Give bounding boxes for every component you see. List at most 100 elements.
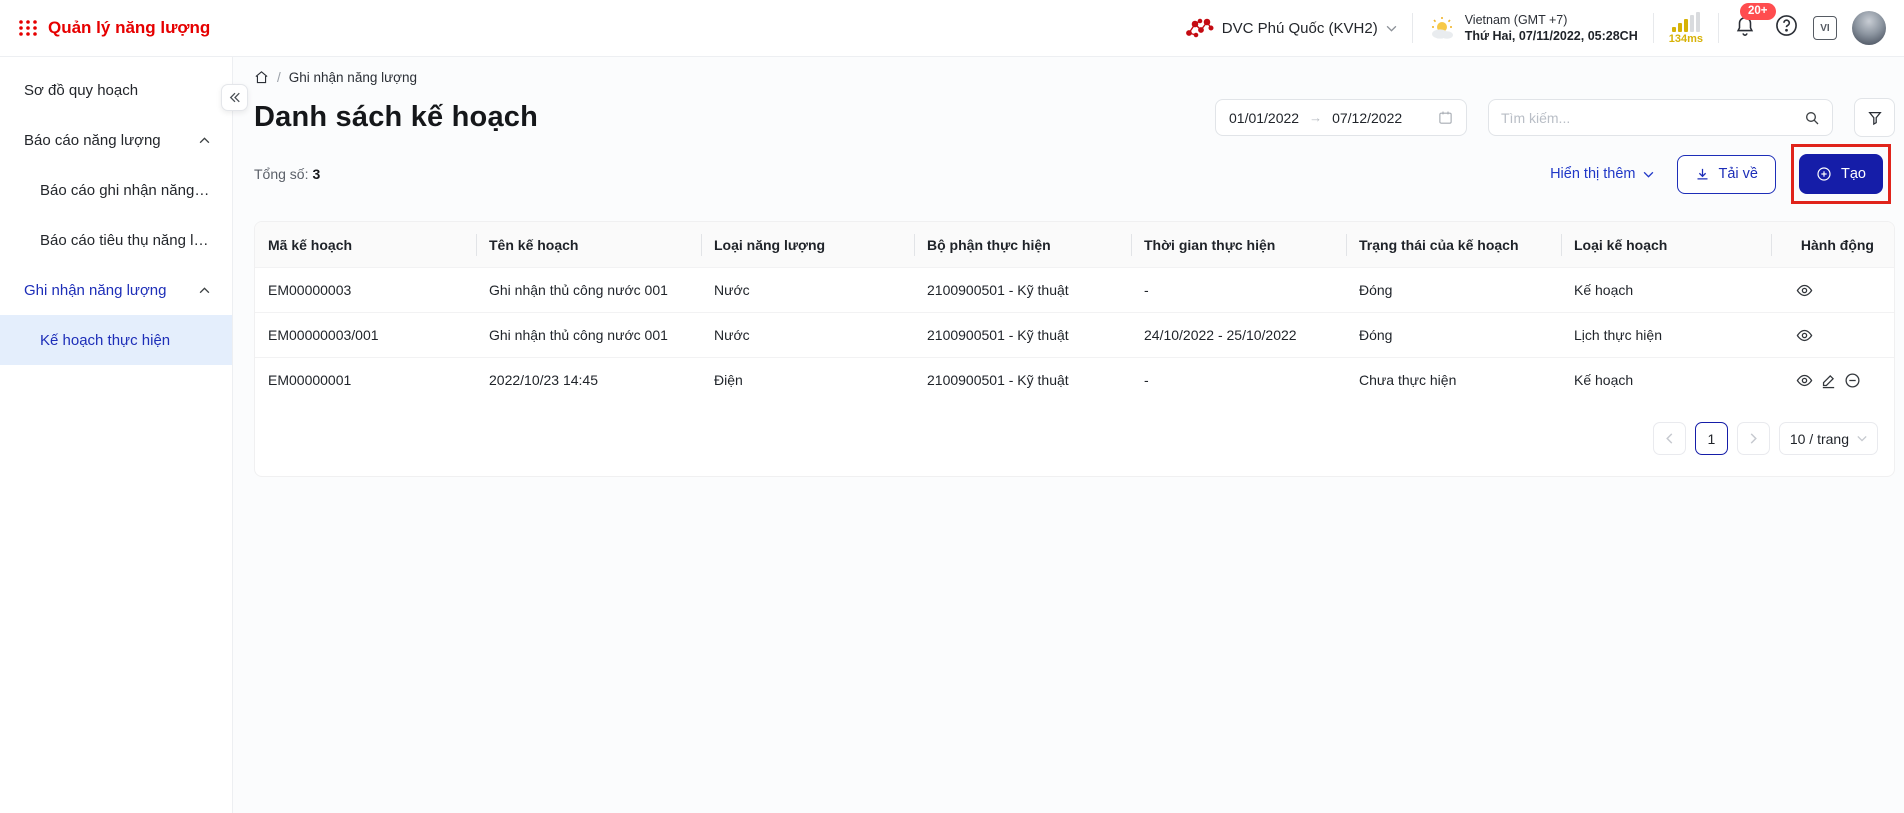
grid-dots-icon bbox=[19, 20, 37, 36]
range-arrow-icon: → bbox=[1309, 110, 1323, 125]
page-size-select[interactable]: 10 / trang bbox=[1778, 422, 1878, 455]
filter-button[interactable] bbox=[1854, 98, 1895, 137]
cell-time-range: - bbox=[1144, 372, 1149, 388]
cell-name: Ghi nhận thủ công nước 001 bbox=[489, 327, 668, 343]
sidebar-item-ke-hoach-thuc-hien[interactable]: Kế hoạch thực hiện bbox=[0, 315, 232, 365]
cell-department: 2100900501 - Kỹ thuật bbox=[927, 327, 1069, 343]
col-header-actions: Hành động bbox=[1771, 237, 1894, 253]
cell-status: Đóng bbox=[1359, 282, 1393, 298]
funnel-icon bbox=[1867, 111, 1882, 125]
app-logo[interactable]: Quản lý năng lượng bbox=[18, 18, 210, 38]
total-value: 3 bbox=[312, 166, 321, 182]
sidebar-item-bao-cao-tieu-thu[interactable]: Báo cáo tiêu thụ năng lư... bbox=[0, 215, 232, 265]
view-icon[interactable] bbox=[1796, 282, 1813, 299]
home-icon[interactable] bbox=[254, 70, 269, 85]
sidebar: Sơ đồ quy hoạch Báo cáo năng lượng Báo c… bbox=[0, 57, 233, 813]
workspace-label: DVC Phú Quốc (KVH2) bbox=[1221, 19, 1378, 37]
pagination-next-button[interactable] bbox=[1736, 422, 1770, 455]
sidebar-group-bao-cao-nang-luong[interactable]: Báo cáo năng lượng bbox=[0, 115, 232, 165]
breadcrumb-current[interactable]: Ghi nhận năng lượng bbox=[288, 70, 417, 85]
col-header-name: Tên kế hoạch bbox=[476, 237, 701, 253]
timezone-widget: Vietnam (GMT +7) Thứ Hai, 07/11/2022, 05… bbox=[1428, 12, 1638, 44]
sidebar-item-label: Kế hoạch thực hiện bbox=[40, 331, 171, 349]
help-button[interactable] bbox=[1775, 14, 1798, 42]
sidebar-collapse-button[interactable] bbox=[221, 84, 248, 111]
top-header: Quản lý năng lượng DVC Phú Quốc (KVH2) bbox=[0, 0, 1904, 57]
pagination-prev-button[interactable] bbox=[1652, 422, 1686, 455]
view-icon[interactable] bbox=[1796, 372, 1813, 389]
chevron-left-icon bbox=[1666, 433, 1673, 444]
plus-circle-icon bbox=[1817, 167, 1831, 181]
sidebar-item-label: Báo cáo năng lượng bbox=[24, 131, 161, 149]
show-more-link[interactable]: Hiển thị thêm bbox=[1550, 166, 1653, 182]
cell-code: EM00000003 bbox=[268, 282, 352, 298]
page-size-value: 10 / trang bbox=[1789, 430, 1849, 447]
date-range-picker[interactable]: 01/01/2022 → 07/12/2022 bbox=[1215, 99, 1467, 136]
table-header-row: Mã kế hoạch Tên kế hoạch Loại năng lượng… bbox=[255, 222, 1894, 267]
disable-icon[interactable] bbox=[1844, 372, 1861, 389]
double-chevron-left-icon bbox=[229, 92, 240, 103]
cell-name: Ghi nhận thủ công nước 001 bbox=[489, 282, 668, 298]
cell-code: EM00000003/001 bbox=[268, 327, 379, 343]
cell-name: 2022/10/23 14:45 bbox=[489, 372, 598, 388]
sidebar-item-label: Sơ đồ quy hoạch bbox=[24, 81, 139, 99]
sidebar-group-ghi-nhan-nang-luong[interactable]: Ghi nhận năng lượng bbox=[0, 265, 232, 315]
table-row[interactable]: EM00000001 2022/10/23 14:45 Điện 2100900… bbox=[255, 357, 1894, 402]
date-to-value[interactable]: 07/12/2022 bbox=[1332, 109, 1403, 126]
workspace-selector[interactable]: DVC Phú Quốc (KVH2) bbox=[1185, 16, 1397, 40]
timezone-region: Vietnam (GMT +7) bbox=[1464, 13, 1568, 27]
total-count: Tổng số: 3 bbox=[254, 166, 320, 182]
app-title: Quản lý năng lượng bbox=[48, 18, 211, 37]
download-button[interactable]: Tải về bbox=[1676, 154, 1776, 194]
col-header-code: Mã kế hoạch bbox=[268, 236, 353, 253]
sidebar-item-label: Báo cáo ghi nhận năng l... bbox=[40, 181, 210, 199]
main-content: / Ghi nhận năng lượng Danh sách kế hoạch… bbox=[233, 57, 1904, 813]
cell-status: Đóng bbox=[1359, 327, 1393, 343]
notifications-button[interactable]: 20+ bbox=[1734, 2, 1776, 42]
total-label: Tổng số: bbox=[254, 166, 309, 182]
signal-bars-icon bbox=[1671, 11, 1700, 32]
header-divider bbox=[1718, 13, 1719, 43]
date-from-value[interactable]: 01/01/2022 bbox=[1229, 109, 1300, 126]
chevron-right-icon bbox=[1750, 433, 1757, 444]
table-row[interactable]: EM00000003/001 Ghi nhận thủ công nước 00… bbox=[255, 312, 1894, 357]
cell-time-range: - bbox=[1144, 282, 1149, 298]
breadcrumb-separator: / bbox=[277, 70, 281, 85]
create-button[interactable]: Tạo bbox=[1799, 154, 1883, 194]
chevron-down-icon bbox=[1857, 435, 1867, 442]
page-title: Danh sách kế hoạch bbox=[254, 101, 539, 133]
notifications-badge: 20+ bbox=[1740, 2, 1776, 20]
user-avatar[interactable] bbox=[1852, 11, 1886, 45]
breadcrumb: / Ghi nhận năng lượng bbox=[254, 70, 1895, 85]
search-box bbox=[1488, 99, 1833, 136]
view-icon[interactable] bbox=[1796, 327, 1813, 344]
col-header-plan-type: Loại kế hoạch bbox=[1561, 237, 1771, 253]
calendar-icon bbox=[1438, 110, 1453, 125]
chevron-down-icon bbox=[1386, 25, 1397, 32]
header-divider bbox=[1652, 13, 1654, 43]
show-more-label: Hiển thị thêm bbox=[1550, 166, 1636, 182]
language-switcher[interactable]: VI bbox=[1813, 16, 1837, 40]
cell-plan-type: Lịch thực hiện bbox=[1574, 327, 1662, 343]
chevron-up-icon bbox=[199, 136, 210, 144]
search-icon[interactable] bbox=[1804, 110, 1820, 126]
sidebar-item-so-do-quy-hoach[interactable]: Sơ đồ quy hoạch bbox=[0, 65, 232, 115]
weather-sun-cloud-icon bbox=[1431, 17, 1453, 39]
cell-plan-type: Kế hoạch bbox=[1574, 282, 1634, 298]
cell-department: 2100900501 - Kỹ thuật bbox=[927, 282, 1069, 298]
download-label: Tải về bbox=[1718, 166, 1759, 182]
col-header-department: Bộ phận thực hiện bbox=[914, 237, 1131, 253]
edit-icon[interactable] bbox=[1820, 372, 1837, 389]
latency-indicator: 134ms bbox=[1668, 11, 1703, 45]
sidebar-item-label: Ghi nhận năng lượng bbox=[24, 281, 167, 299]
cell-code: EM00000001 bbox=[268, 372, 352, 388]
pagination-page-1[interactable]: 1 bbox=[1694, 422, 1728, 455]
sidebar-item-bao-cao-ghi-nhan[interactable]: Báo cáo ghi nhận năng l... bbox=[0, 165, 232, 215]
download-icon bbox=[1697, 168, 1707, 179]
question-circle-icon bbox=[1776, 15, 1797, 36]
cell-status: Chưa thực hiện bbox=[1359, 372, 1457, 388]
cell-energy-type: Nước bbox=[714, 327, 750, 343]
table-row[interactable]: EM00000003 Ghi nhận thủ công nước 001 Nư… bbox=[255, 267, 1894, 312]
latency-value: 134ms bbox=[1668, 32, 1703, 45]
search-input[interactable] bbox=[1501, 109, 1804, 126]
